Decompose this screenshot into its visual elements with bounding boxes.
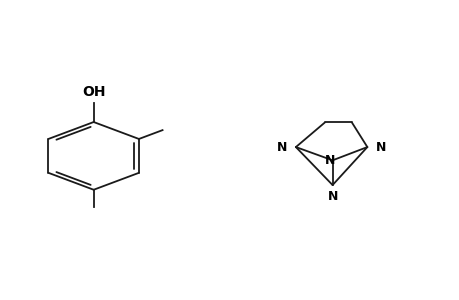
Text: OH: OH: [82, 85, 105, 99]
Text: N: N: [277, 141, 287, 154]
Text: N: N: [327, 190, 337, 203]
Text: N: N: [375, 141, 385, 154]
Text: N: N: [325, 154, 335, 167]
